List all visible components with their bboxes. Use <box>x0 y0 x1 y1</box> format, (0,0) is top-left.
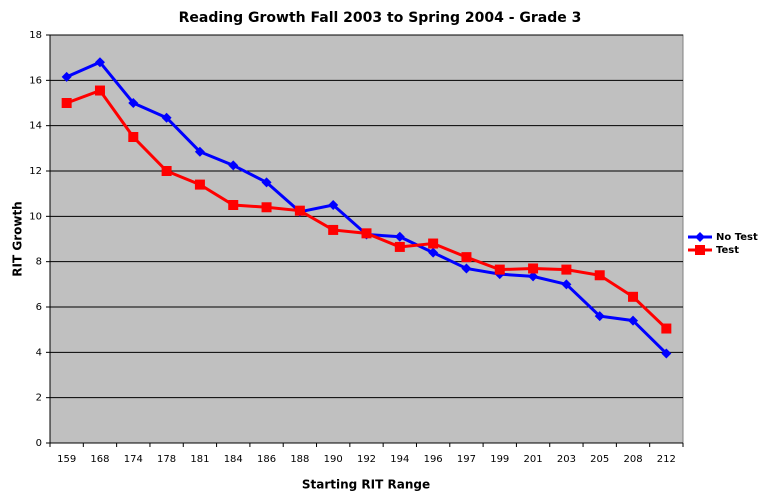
x-tick-label: 194 <box>390 454 409 465</box>
legend-marker <box>695 245 705 255</box>
data-point <box>261 177 272 188</box>
x-tick-label: 174 <box>124 454 143 465</box>
legend-label: No Test <box>716 232 758 243</box>
data-point <box>594 311 605 322</box>
x-axis-title: Starting RIT Range <box>302 478 430 492</box>
x-tick-label: 192 <box>357 454 376 465</box>
y-tick-label: 4 <box>36 347 42 358</box>
data-point <box>128 98 139 108</box>
y-tick-label: 0 <box>36 438 42 449</box>
x-tick-label: 196 <box>424 454 443 465</box>
y-tick-label: 8 <box>36 257 42 268</box>
data-point <box>628 315 639 326</box>
x-tick-label: 201 <box>524 454 543 465</box>
data-point <box>394 241 405 252</box>
x-tick-label: 159 <box>57 454 76 465</box>
data-point <box>194 179 205 190</box>
data-point <box>328 200 339 210</box>
data-point <box>561 279 572 290</box>
chart-title: Reading Growth Fall 2003 to Spring 2004 … <box>179 10 582 26</box>
data-point <box>128 132 139 142</box>
data-point <box>528 263 539 274</box>
x-tick-label: 197 <box>457 454 476 465</box>
x-tick-label: 188 <box>290 454 309 465</box>
data-point <box>528 271 539 282</box>
y-axis-title: RIT Growth <box>11 201 25 276</box>
data-point <box>294 205 305 216</box>
data-point <box>61 98 72 108</box>
data-point <box>428 247 439 258</box>
data-point <box>94 57 105 68</box>
data-point <box>394 231 405 242</box>
x-tick-label: 178 <box>157 454 176 465</box>
data-point <box>94 85 105 96</box>
y-tick-label: 2 <box>36 393 42 404</box>
x-tick-label: 199 <box>490 454 509 465</box>
data-point <box>661 323 672 334</box>
x-tick-label: 184 <box>224 454 243 465</box>
data-point <box>361 228 372 239</box>
x-tick-label: 205 <box>590 454 609 465</box>
y-tick-label: 6 <box>36 302 42 313</box>
data-point <box>594 270 605 281</box>
x-tick-label: 190 <box>324 454 343 465</box>
data-point <box>661 348 672 359</box>
data-point <box>228 200 239 210</box>
data-point <box>461 263 472 274</box>
data-point <box>328 224 339 235</box>
data-point <box>494 264 505 275</box>
x-tick-label: 203 <box>557 454 576 465</box>
data-point <box>461 252 472 263</box>
x-tick-label: 168 <box>90 454 109 465</box>
legend-marker <box>695 232 705 242</box>
y-tick-label: 10 <box>29 211 42 222</box>
x-tick-label: 208 <box>623 454 642 465</box>
x-tick-label: 186 <box>257 454 276 465</box>
y-tick-label: 18 <box>29 30 42 41</box>
x-tick-label: 212 <box>657 454 676 465</box>
data-point <box>228 160 239 171</box>
y-tick-label: 16 <box>29 75 42 86</box>
data-point <box>428 238 439 249</box>
data-point <box>194 146 205 157</box>
data-point <box>61 71 72 82</box>
data-point <box>161 112 172 123</box>
y-tick-label: 12 <box>29 166 42 177</box>
y-tick-label: 14 <box>29 121 42 132</box>
data-point <box>628 291 639 302</box>
data-point <box>561 264 572 275</box>
data-point <box>261 202 272 213</box>
legend-label: Test <box>716 245 739 256</box>
data-point <box>161 166 172 176</box>
x-tick-label: 181 <box>190 454 209 465</box>
